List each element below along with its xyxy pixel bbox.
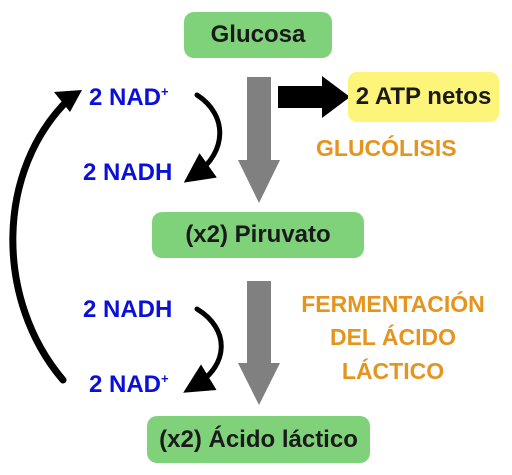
glycolysis-label: GLUCÓLISIS [316,135,457,161]
fermentation-label: FERMENTACIÓN DEL ÁCIDO LÁCTICO [282,288,504,388]
fermentation-line-2: DEL ÁCIDO [329,324,457,351]
atp-yield-box: 2 ATP netos [348,72,499,122]
fermentation-line-3: LÁCTICO [341,357,445,384]
flow-arrow-pyruvate-to-lactic [238,281,280,405]
nadh-label-top: 2 NADH [83,159,173,186]
lactic-acid-node: (x2) Ácido láctico [147,416,370,463]
atp-output-arrow [278,76,350,118]
nad-recycle-arrow [9,94,74,384]
fermentation-line-1: FERMENTACIÓN [301,291,485,317]
nad-base-text: 2 NAD [89,84,162,111]
glucose-node: Glucosa [184,12,332,58]
nad-charge: + [161,84,169,99]
nadh-label-bottom: 2 NADH [83,296,173,323]
nad-to-nadh-curve-arrow [183,92,223,183]
flow-arrow-glucose-to-pyruvate [238,77,280,203]
nad-base-text: 2 NAD [89,371,162,398]
nad-plus-label-bottom: 2 NAD+ [89,371,169,399]
pyruvate-node: (x2) Piruvato [152,212,364,258]
nad-charge: + [161,371,169,386]
nad-recycle-arrowhead [54,90,82,112]
nadh-to-nad-curve-arrow [183,306,224,393]
nad-plus-label-top: 2 NAD+ [89,84,169,112]
